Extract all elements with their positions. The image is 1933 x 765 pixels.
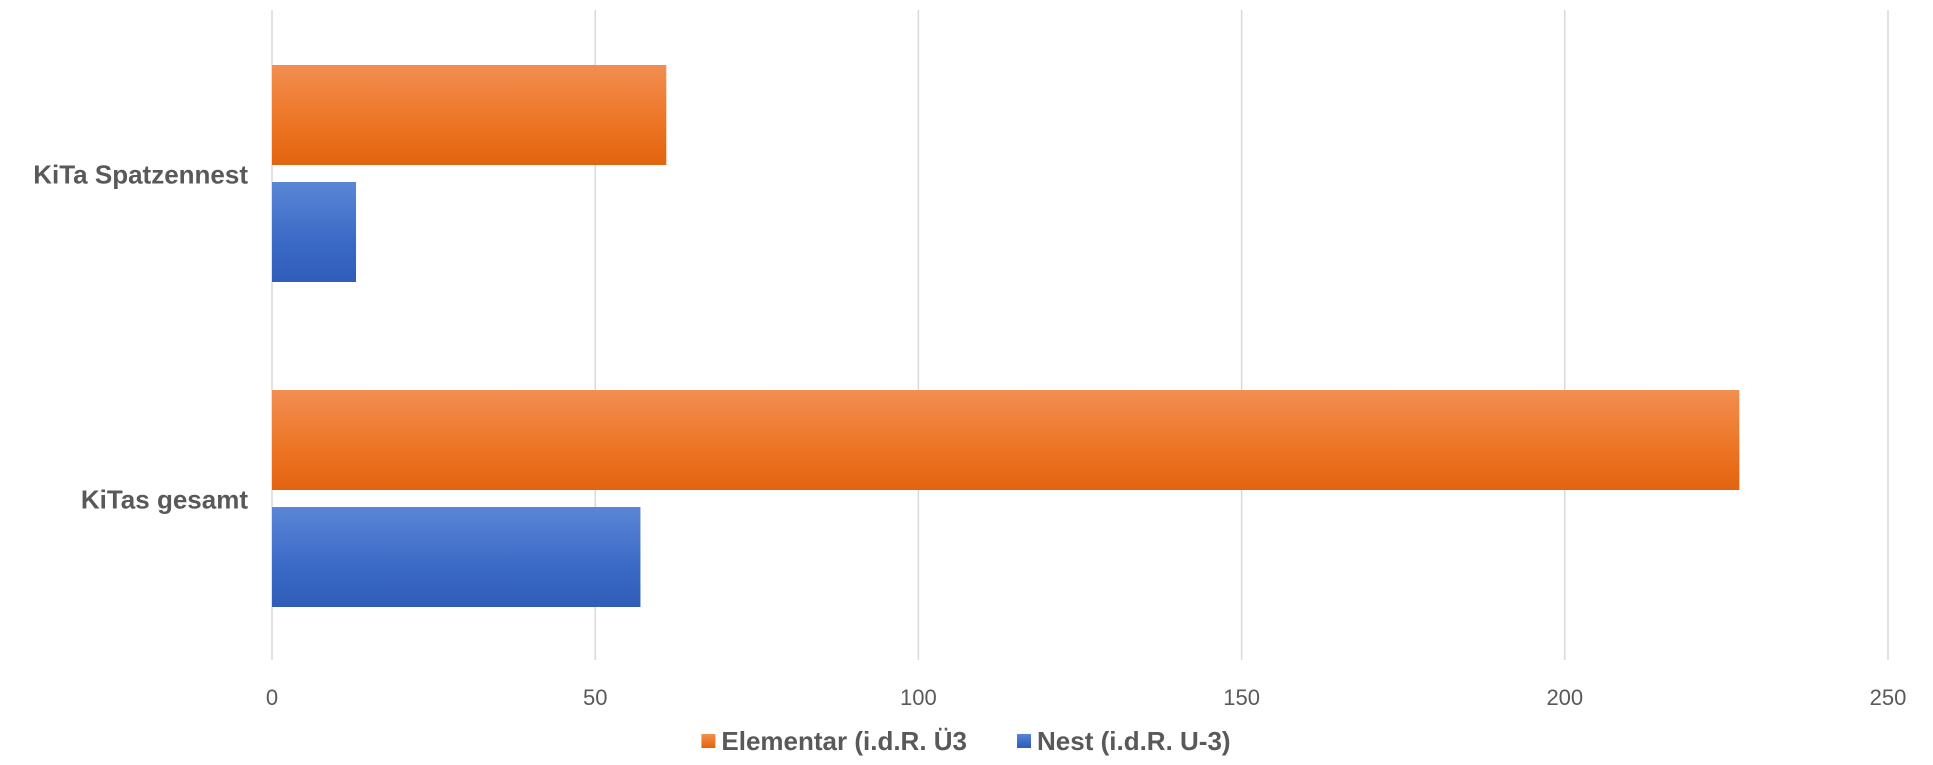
legend-item-0[interactable]: Elementar (i.d.R. Ü3 [701,726,967,756]
category-axis-labels: KiTa Spatzennest KiTas gesamt [33,160,248,515]
bar-kitas-gesamt-series-0[interactable] [272,390,1740,490]
bar-kitas-gesamt-series-1[interactable] [272,507,641,607]
legend-swatch-0 [701,734,716,748]
x-tick-label-3: 150 [1223,685,1260,710]
x-tick-label-4: 200 [1546,685,1583,710]
bar-kita-spatzennest-series-1[interactable] [272,182,357,282]
legend-label-0: Elementar (i.d.R. Ü3 [721,726,967,756]
legend-label-1: Nest (i.d.R. U-3) [1037,726,1231,756]
x-tick-label-1: 50 [583,685,607,710]
x-tick-label-5: 250 [1870,685,1907,710]
bars [272,65,1740,607]
legend-swatch-1 [1017,734,1032,748]
category-label-0: KiTa Spatzennest [33,160,248,190]
legend-item-1[interactable]: Nest (i.d.R. U-3) [1017,726,1231,756]
x-tick-label-2: 100 [900,685,937,710]
bar-kita-spatzennest-series-0[interactable] [272,65,667,165]
legend[interactable]: Elementar (i.d.R. Ü3 Nest (i.d.R. U-3) [701,726,1231,756]
x-tick-label-0: 0 [266,685,278,710]
category-label-1: KiTas gesamt [81,485,248,515]
value-axis-tick-labels: 0 50 100 150 200 250 [266,685,1906,710]
